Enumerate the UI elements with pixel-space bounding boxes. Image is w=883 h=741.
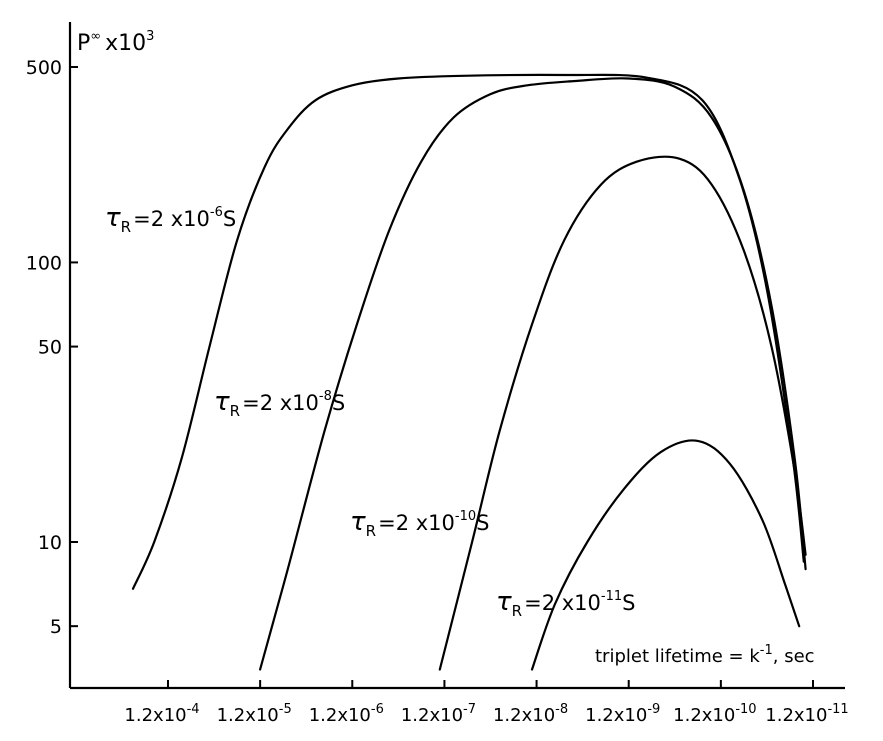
x-tick-label-exponent: -5	[279, 702, 292, 717]
x-axis-title-exponent: -1	[760, 643, 773, 658]
y-axis-symbol: P	[77, 31, 90, 56]
x-tick-label: 1.2x10-11	[765, 702, 848, 726]
series-label-value: =2 x10	[378, 511, 455, 535]
y-tick-label: 10	[38, 532, 62, 554]
y-axis-symbol-superscript: ∞	[90, 29, 101, 44]
x-tick-label-base: 1.2x10	[124, 705, 186, 726]
series-label: τR=2 x10-10S	[350, 507, 489, 540]
series-label-sub: R	[366, 522, 376, 540]
series-label-tau: τ	[350, 507, 366, 537]
series-label-unit: S	[332, 391, 345, 415]
series-label: τR=2 x10-11S	[496, 587, 635, 620]
y-axis-title: P∞ x103	[77, 29, 154, 56]
x-tick-label: 1.2x10-10	[673, 702, 756, 726]
x-tick-label-base: 1.2x10	[401, 705, 463, 726]
x-tick-label-exponent: -7	[463, 702, 476, 717]
x-tick-label-exponent: -11	[827, 702, 848, 717]
curve-tau-2e-10	[438, 155, 807, 671]
series-label-exponent: -11	[601, 589, 622, 604]
x-tick-label: 1.2x10-4	[124, 702, 199, 726]
series-label-value: =2 x10	[524, 591, 601, 615]
series-label-tau: τ	[105, 203, 121, 233]
x-tick-label-exponent: -4	[187, 702, 200, 717]
series-label-value: =2 x10	[242, 391, 319, 415]
x-tick-label-exponent: -6	[371, 702, 384, 717]
series-label-exponent: -10	[455, 509, 476, 524]
curves	[131, 73, 807, 671]
series-label-tau: τ	[496, 587, 512, 617]
x-ticks: 1.2x10-4 1.2x10-5 1.2x10-6 1.2x10-7 1.2x10-8…	[124, 680, 849, 726]
x-tick-label-exponent: -9	[647, 702, 660, 717]
series-label-exponent: -6	[210, 205, 223, 220]
x-tick-label: 1.2x10-6	[309, 702, 384, 726]
y-tick-label: 100	[26, 252, 62, 274]
y-axis-factor: x10	[105, 31, 146, 56]
x-tick-label-exponent: -10	[735, 702, 756, 717]
x-tick-label: 1.2x10-8	[493, 702, 568, 726]
x-tick-label-base: 1.2x10	[585, 705, 647, 726]
x-tick-label: 1.2x10-7	[401, 702, 476, 726]
x-tick-label-base: 1.2x10	[493, 705, 555, 726]
series-label: τR=2 x10-6S	[105, 203, 236, 236]
series-label-sub: R	[512, 602, 522, 620]
series-label-unit: S	[223, 207, 236, 231]
x-tick-label: 1.2x10-5	[217, 702, 292, 726]
y-tick-label: 5	[50, 616, 62, 638]
series-label-sub: R	[121, 218, 131, 236]
series-label: τR=2 x10-8S	[214, 387, 345, 420]
y-axis-factor-exponent: 3	[146, 29, 154, 44]
x-tick-label-base: 1.2x10	[765, 705, 827, 726]
series-label-exponent: -8	[319, 389, 332, 404]
x-axis-title-main: triplet lifetime = k	[595, 646, 760, 667]
axes	[68, 22, 845, 690]
series-label-tau: τ	[214, 387, 230, 417]
curve-tau-2e-11	[530, 439, 801, 671]
y-tick-label: 500	[26, 57, 62, 79]
curve-tau-2e-8	[259, 77, 807, 671]
x-tick-label-exponent: -8	[555, 702, 568, 717]
series-label-sub: R	[230, 402, 240, 420]
series-label-value: =2 x10	[133, 207, 210, 231]
x-tick-label: 1.2x10-9	[585, 702, 660, 726]
series-label-unit: S	[476, 511, 489, 535]
x-axis-title: triplet lifetime = k-1, sec	[595, 643, 815, 667]
x-tick-label-base: 1.2x10	[673, 705, 735, 726]
y-ticks: 500 100 50 10 5	[26, 57, 78, 638]
x-tick-label-base: 1.2x10	[217, 705, 279, 726]
x-axis-title-unit: , sec	[773, 646, 815, 667]
series-label-unit: S	[622, 591, 635, 615]
y-tick-label: 50	[38, 337, 62, 359]
x-tick-label-base: 1.2x10	[309, 705, 371, 726]
